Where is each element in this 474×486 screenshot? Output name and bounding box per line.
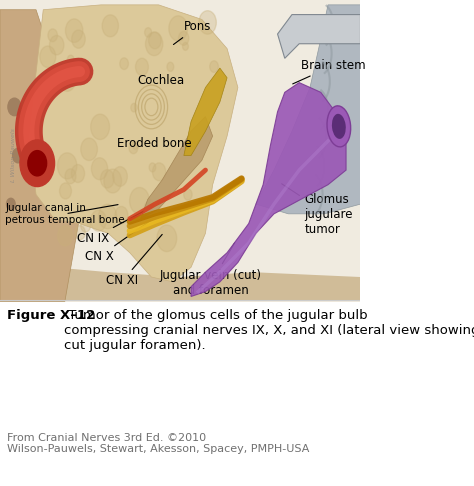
Circle shape <box>179 31 189 45</box>
Circle shape <box>167 62 174 71</box>
Text: Tumor of the glomus cells of the jugular bulb
compressing cranial nerves IX, X, : Tumor of the glomus cells of the jugular… <box>64 309 474 351</box>
Circle shape <box>113 167 128 186</box>
Polygon shape <box>184 68 227 156</box>
Circle shape <box>169 16 188 41</box>
Circle shape <box>182 42 188 51</box>
Text: Brain stem: Brain stem <box>293 59 365 84</box>
Circle shape <box>65 169 76 184</box>
Polygon shape <box>0 267 360 301</box>
Circle shape <box>71 165 84 183</box>
Text: Eroded bone: Eroded bone <box>117 137 192 150</box>
Circle shape <box>120 58 128 69</box>
Circle shape <box>132 141 138 150</box>
Polygon shape <box>29 5 238 282</box>
Circle shape <box>91 210 106 231</box>
Text: Pons: Pons <box>173 20 211 45</box>
Polygon shape <box>0 10 79 301</box>
Circle shape <box>40 46 56 68</box>
Text: CN X: CN X <box>85 220 151 263</box>
Polygon shape <box>256 5 360 214</box>
Circle shape <box>59 69 75 91</box>
Circle shape <box>91 114 109 139</box>
Circle shape <box>58 226 73 246</box>
Circle shape <box>102 15 118 37</box>
Text: Figure X–12: Figure X–12 <box>7 309 95 322</box>
Text: Jugular canal in
petrous temporal bone: Jugular canal in petrous temporal bone <box>5 203 125 225</box>
Circle shape <box>20 140 55 187</box>
Circle shape <box>129 141 138 154</box>
Polygon shape <box>278 15 360 58</box>
Circle shape <box>7 198 15 210</box>
Text: Cochlea: Cochlea <box>137 74 184 87</box>
Circle shape <box>100 170 114 188</box>
Circle shape <box>145 28 152 37</box>
Circle shape <box>104 169 121 193</box>
Circle shape <box>146 200 153 208</box>
Circle shape <box>81 138 98 160</box>
Circle shape <box>65 19 83 42</box>
Circle shape <box>60 183 72 199</box>
Text: CN XI: CN XI <box>106 234 162 287</box>
Circle shape <box>75 226 85 240</box>
Circle shape <box>136 58 148 76</box>
Circle shape <box>153 163 166 181</box>
Text: Jugular vein (cut)
and foramen: Jugular vein (cut) and foramen <box>160 243 262 297</box>
Circle shape <box>146 32 163 55</box>
Circle shape <box>144 202 152 213</box>
Circle shape <box>49 35 64 55</box>
Circle shape <box>184 189 192 200</box>
Circle shape <box>199 11 216 34</box>
Circle shape <box>99 204 117 229</box>
Circle shape <box>13 148 23 163</box>
Circle shape <box>157 225 177 252</box>
Circle shape <box>148 32 161 49</box>
Text: Glomus
jugulare
tumor: Glomus jugulare tumor <box>282 184 353 236</box>
Circle shape <box>28 151 46 176</box>
Polygon shape <box>141 117 213 219</box>
Ellipse shape <box>327 106 351 147</box>
Circle shape <box>115 207 128 224</box>
Circle shape <box>81 219 91 232</box>
Circle shape <box>210 61 219 72</box>
Circle shape <box>57 153 77 179</box>
Circle shape <box>72 30 85 48</box>
Ellipse shape <box>332 114 346 139</box>
Polygon shape <box>191 83 346 296</box>
Circle shape <box>149 163 156 172</box>
Circle shape <box>48 29 57 42</box>
Circle shape <box>67 55 74 64</box>
Text: L Wilson Pauwels: L Wilson Pauwels <box>11 129 16 182</box>
Circle shape <box>129 188 149 214</box>
FancyBboxPatch shape <box>0 0 360 301</box>
Circle shape <box>131 104 137 112</box>
Text: CN IX: CN IX <box>78 211 144 244</box>
Circle shape <box>8 98 21 116</box>
Circle shape <box>91 158 108 180</box>
Text: From Cranial Nerves 3rd Ed. ©2010
Wilson-Pauwels, Stewart, Akesson, Spacey, PMPH: From Cranial Nerves 3rd Ed. ©2010 Wilson… <box>7 433 310 454</box>
